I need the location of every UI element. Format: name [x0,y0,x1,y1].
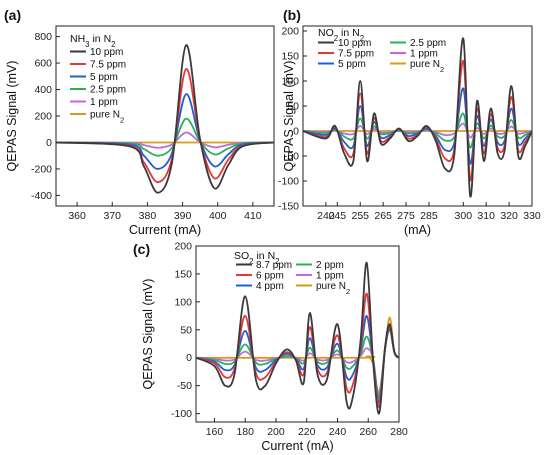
y-tick-label: 0 [186,352,192,364]
y-tick-label: -100 [278,176,299,188]
x-tick-label: 265 [374,210,392,222]
y-tick-label: 200 [34,111,52,123]
series-line [303,37,532,198]
x-tick-label: 410 [244,210,262,222]
y-tick-label: 0 [46,137,52,149]
legend-label: 1 ppm [410,49,438,60]
legend-label: 7.5 ppm [338,49,374,60]
x-tick-label: 200 [267,426,285,438]
legend-label: pure N2 [90,110,124,125]
y-tick-label: 100 [174,296,192,308]
x-axis-label: Current (mA) [261,439,333,453]
legend-label: 2 ppm [316,260,344,271]
y-tick-label: -400 [31,190,52,202]
y-tick-label: 400 [34,84,52,96]
series-line [196,314,399,404]
plot-frame [55,25,275,207]
x-tick-label: 275 [397,210,415,222]
y-tick-label: 150 [281,51,299,63]
y-axis-label: QEPAS Signal (mV) [5,61,19,172]
y-axis-label: QEPAS Signal (mV) [282,61,296,172]
y-tick-label: 800 [34,31,52,43]
x-tick-label: 240 [329,426,347,438]
y-tick-label: 200 [281,26,299,38]
chart-title: NO2 in N2 [318,27,364,43]
series-line [56,93,274,170]
y-tick-label: 50 [180,324,192,336]
panel-label: (c) [133,241,150,257]
y-tick-label: 150 [174,268,192,280]
plot-frame [302,25,533,207]
x-tick-label: 370 [103,210,121,222]
panel-c: 160 180 200 220 240 260 280 -100 -50 0 50 100 150 200… [133,241,408,454]
x-tick-label: 380 [139,210,157,222]
x-tick-label: 310 [477,210,495,222]
x-tick-label: 390 [174,210,192,222]
series-line [196,292,399,408]
x-tick-label: 400 [209,210,227,222]
legend-label: pure N2 [410,59,444,74]
panel-label: (a) [4,7,21,23]
x-tick-label: 180 [236,426,254,438]
x-tick-label: 255 [351,210,369,222]
legend-label: 7.5 ppm [90,60,126,71]
legend-label: 6 ppm [256,271,284,282]
y-tick-label: -200 [31,163,52,175]
legend-label: 1 ppm [90,97,118,108]
legend-label: 1 ppm [316,271,344,282]
x-axis-label: (mA) [404,223,431,237]
series-line [56,44,274,194]
x-axis-label: Current (mA) [129,223,201,237]
y-tick-label: 50 [287,101,299,113]
x-tick-label: 320 [500,210,518,222]
x-tick-label: 330 [523,210,541,222]
series-line [196,261,399,415]
x-tick-label: 160 [206,426,224,438]
y-tick-label: 0 [293,126,299,138]
x-tick-label: 260 [359,426,377,438]
series-group [196,261,399,415]
plot-frame [195,245,400,423]
y-tick-label: -150 [278,201,299,213]
panel-label: (b) [283,7,301,23]
y-tick-label: -50 [284,151,299,163]
x-tick-label: 285 [420,210,438,222]
y-tick-label: 600 [34,58,52,70]
legend-label: 5 ppm [90,72,118,83]
panel-a: 360 370 380 390 400 410 -400 -200 0 200 400 600 800 C… [4,7,275,237]
x-tick-label: 300 [455,210,473,222]
y-tick-label: -100 [171,408,192,420]
series-line [56,131,274,149]
x-tick-label: 245 [329,210,347,222]
x-tick-label: 240 [317,210,335,222]
x-tick-label: 220 [298,426,316,438]
y-tick-label: -50 [177,380,192,392]
legend-label: 8.7 ppm [256,260,292,271]
legend-label: 4 ppm [256,281,284,292]
x-tick-label: 280 [390,426,408,438]
series-line [196,328,399,399]
series-line [303,60,532,181]
y-axis-label: QEPAS Signal (mV) [141,279,155,390]
series-line [56,117,274,157]
y-tick-label: 200 [174,241,192,253]
legend-label: 10 ppm [338,38,371,49]
legend-label: 10 ppm [90,47,123,58]
x-tick-label: 360 [68,210,86,222]
legend-label: 2.5 ppm [410,38,446,49]
legend-label: pure N2 [316,281,350,296]
legend-label: 5 ppm [338,59,366,70]
chart-title: NH3 in N2 [70,33,116,49]
legend-label: 2.5 ppm [90,85,126,96]
chart-title: SO2 in N2 [234,250,280,266]
series-group [56,44,274,194]
y-tick-label: 100 [281,76,299,88]
series-group [303,37,532,198]
